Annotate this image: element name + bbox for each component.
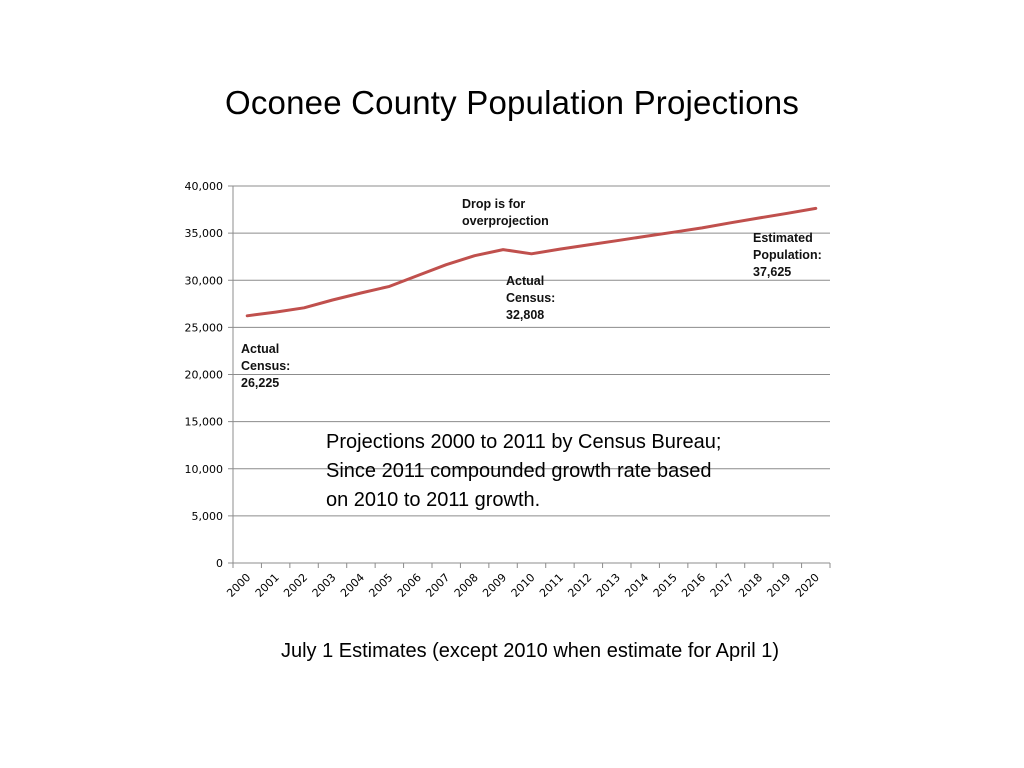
x-tick-label-2003: 2003: [310, 571, 339, 600]
x-tick-label-2007: 2007: [423, 571, 452, 600]
x-tick-label-2001: 2001: [253, 571, 282, 600]
axes: [232, 186, 831, 568]
annotation-estimated-population-2020: Estimated Population: 37,625: [753, 231, 822, 279]
chart-subtitle: July 1 Estimates (except 2010 when estim…: [280, 640, 779, 662]
x-tick-label-2004: 2004: [338, 571, 367, 600]
x-tick-label-2015: 2015: [651, 571, 680, 600]
y-tick-label-8: 40,000: [185, 180, 224, 193]
projection-note: Projections 2000 to 2011 by Census Burea…: [326, 431, 722, 511]
x-tick-label-2012: 2012: [565, 571, 594, 600]
annotation-actual-census-2000: Actual Census: 26,225: [241, 342, 291, 390]
annotation-actual-census-2010: Actual Census: 32,808: [506, 274, 556, 322]
x-tick-label-2005: 2005: [366, 571, 395, 600]
x-tick-labels: 2000 2001 2002 2003 2004 2005 2006 2007 2008 2009…: [224, 571, 822, 600]
y-tick-label-0: 0: [216, 557, 223, 570]
x-tick-label-2017: 2017: [708, 571, 737, 600]
x-tick-label-2000: 2000: [224, 571, 253, 600]
x-tick-label-2019: 2019: [764, 571, 793, 600]
y-tick-labels: 0 5,000 10,000 15,000 20,000 25,000 30,000 35,0…: [185, 180, 224, 570]
x-tick-label-2018: 2018: [736, 571, 765, 600]
x-tick-label-2006: 2006: [395, 571, 424, 600]
x-tick-label-2002: 2002: [281, 571, 310, 600]
y-tick-label-4: 20,000: [185, 369, 224, 382]
x-tick-label-2010: 2010: [509, 571, 538, 600]
series-line-0: [245, 206, 818, 318]
y-tick-label-7: 35,000: [185, 227, 224, 240]
chart-title: Oconee County Population Projections: [224, 84, 800, 121]
y-tick-label-2: 10,000: [185, 463, 224, 476]
x-tick-label-2008: 2008: [452, 571, 481, 600]
y-tick-label-5: 25,000: [185, 321, 224, 334]
y-tick-label-6: 30,000: [185, 274, 224, 287]
x-tick-label-2014: 2014: [622, 571, 651, 600]
annotation-drop-overprojection: Drop is for overprojection: [462, 197, 549, 228]
gridlines: [228, 185, 830, 564]
y-tick-label-1: 5,000: [192, 510, 224, 523]
x-tick-label-2016: 2016: [679, 571, 708, 600]
x-tick-label-2013: 2013: [594, 571, 623, 600]
series-lines: [245, 206, 818, 318]
y-tick-label-3: 15,000: [185, 416, 224, 429]
x-tick-label-2011: 2011: [537, 571, 566, 600]
x-tick-label-2009: 2009: [480, 571, 509, 600]
x-tick-label-2020: 2020: [793, 571, 822, 600]
